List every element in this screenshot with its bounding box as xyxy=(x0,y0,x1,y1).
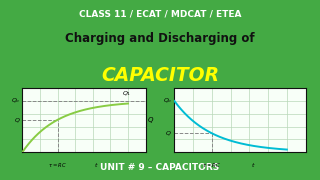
Text: CLASS 11 / ECAT / MDCAT / ETEA: CLASS 11 / ECAT / MDCAT / ETEA xyxy=(79,9,241,18)
Text: $t$: $t$ xyxy=(94,161,99,169)
Text: $t$: $t$ xyxy=(251,161,255,169)
Text: $Q$: $Q$ xyxy=(14,116,20,124)
Text: UNIT # 9 – CAPACITORS: UNIT # 9 – CAPACITORS xyxy=(100,163,220,172)
Text: $Q_o$: $Q_o$ xyxy=(11,97,20,105)
Text: Charging and Discharging of: Charging and Discharging of xyxy=(65,32,255,45)
Text: $Q_1$: $Q_1$ xyxy=(122,90,131,98)
Text: $Q$: $Q$ xyxy=(147,115,155,125)
Text: $\tau=RC$: $\tau=RC$ xyxy=(203,161,221,169)
Text: $Q$: $Q$ xyxy=(165,129,172,137)
Text: $Q_o$: $Q_o$ xyxy=(163,97,172,105)
Text: $\tau=RC$: $\tau=RC$ xyxy=(48,161,67,169)
Text: CAPACITOR: CAPACITOR xyxy=(101,66,219,85)
